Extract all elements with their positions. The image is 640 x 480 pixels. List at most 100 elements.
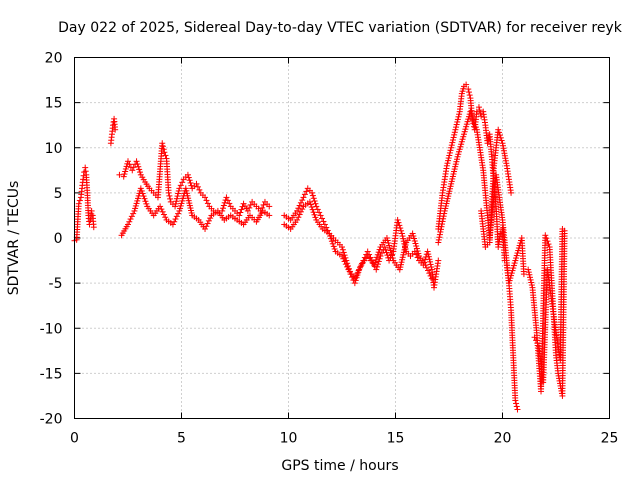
data-point-fill	[446, 152, 453, 159]
data-point-fill	[374, 251, 381, 258]
data-point-fill	[383, 249, 390, 256]
data-point-fill	[355, 267, 362, 274]
data-point-fill	[528, 279, 535, 286]
data-point-fill	[397, 225, 404, 232]
data-point-fill	[448, 142, 455, 149]
data-point-fill	[340, 255, 347, 262]
data-point-fill	[457, 143, 464, 150]
data-point-fill	[331, 245, 338, 252]
data-point	[172, 203, 179, 210]
data-point-fill	[395, 219, 402, 226]
data-point-fill	[413, 243, 420, 250]
data-point-fill	[179, 179, 186, 186]
data-point-fill	[462, 126, 469, 133]
data-points	[71, 81, 568, 413]
x-tick-label: 10	[280, 431, 298, 447]
data-point-fill	[159, 208, 166, 215]
data-point-fill	[496, 132, 503, 139]
y-tick-label: 10	[45, 141, 63, 157]
data-point-fill	[76, 197, 83, 204]
data-point-fill	[533, 337, 540, 344]
y-tick-label: -15	[40, 366, 63, 382]
data-point	[443, 162, 450, 169]
data-point-fill	[237, 209, 244, 216]
data-point	[112, 126, 119, 133]
x-tick-labels: 0 5 10 15 20 25	[70, 431, 618, 447]
data-point-fill	[507, 275, 514, 282]
data-point	[454, 153, 461, 160]
data-point-fill	[498, 137, 505, 144]
data-point-fill	[454, 118, 461, 125]
data-point-fill	[132, 202, 139, 209]
data-point-fill	[382, 246, 389, 253]
data-point-fill	[82, 168, 89, 175]
data-point-fill	[526, 271, 533, 278]
data-point-fill	[162, 214, 169, 221]
data-point-fill	[506, 277, 513, 284]
data-point-fill	[160, 146, 167, 153]
data-point	[435, 239, 442, 246]
data-point-fill	[508, 270, 515, 277]
data-point-fill	[445, 157, 452, 164]
data-point	[428, 275, 435, 282]
data-point-fill	[296, 202, 303, 209]
data-point-fill	[471, 121, 478, 128]
data-point-fill	[179, 195, 186, 202]
data-point-fill	[447, 147, 454, 154]
data-point	[125, 158, 131, 165]
data-point-fill	[387, 247, 394, 254]
data-point	[161, 149, 168, 156]
data-point-fill	[186, 177, 193, 184]
data-point-fill	[410, 232, 417, 239]
data-point-fill	[463, 123, 470, 130]
data-point-fill	[172, 216, 179, 223]
data-point-fill	[204, 220, 211, 227]
data-point	[266, 212, 273, 219]
data-point-fill	[160, 211, 167, 218]
data-point-fill	[340, 249, 347, 256]
data-point-fill	[458, 138, 465, 145]
data-point	[133, 158, 140, 165]
data-point-fill	[312, 200, 319, 207]
data-point	[475, 104, 482, 111]
data-point-fill	[316, 209, 323, 216]
data-point-fill	[341, 252, 348, 259]
data-point-fill	[353, 272, 360, 279]
data-point	[75, 200, 82, 207]
data-point	[116, 171, 123, 178]
data-point	[465, 86, 472, 93]
data-point	[520, 271, 527, 278]
y-tick-label: 0	[54, 231, 63, 247]
data-point	[300, 194, 307, 201]
data-point	[351, 275, 358, 282]
data-point-fill	[226, 200, 233, 207]
y-tick-label: -20	[40, 412, 63, 428]
data-point	[244, 207, 251, 214]
data-point	[525, 266, 532, 273]
data-point-fill	[427, 261, 434, 268]
data-point-fill	[527, 274, 534, 281]
data-point-fill	[543, 235, 550, 242]
data-point-fill	[453, 121, 460, 128]
data-point-fill	[194, 183, 201, 190]
data-point-fill	[204, 200, 211, 207]
data-point-fill	[247, 201, 254, 208]
data-point-fill	[441, 210, 448, 217]
data-point	[394, 216, 401, 223]
data-point-fill	[307, 201, 314, 208]
data-point-fill	[296, 211, 303, 218]
data-point-fill	[173, 195, 180, 202]
data-point-fill	[356, 264, 363, 271]
data-point	[137, 185, 144, 192]
data-point-fill	[297, 208, 304, 215]
data-point-fill	[136, 166, 143, 173]
data-point-fill	[134, 197, 141, 204]
data-point	[512, 397, 519, 404]
data-point	[306, 198, 313, 205]
x-tick-label: 25	[601, 431, 619, 447]
data-point-fill	[221, 199, 228, 206]
data-point-fill	[414, 248, 421, 255]
data-point-fill	[309, 192, 316, 199]
data-point	[508, 189, 515, 196]
data-point-fill	[314, 206, 321, 213]
